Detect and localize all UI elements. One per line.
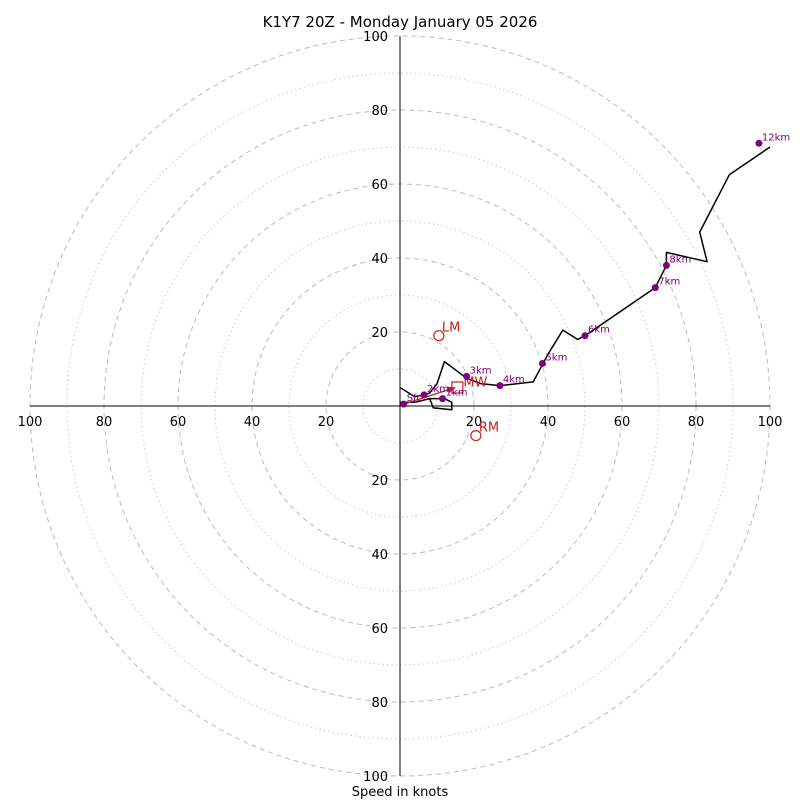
height-label-5km: 5km: [545, 352, 567, 363]
height-marker-2km: [420, 391, 428, 399]
tick-down-60: 60: [371, 622, 388, 637]
tick-down-20: 20: [371, 474, 388, 489]
tick-right-60: 60: [614, 415, 631, 430]
tick-labels: 100 80 60 40 20 20 40 60 80 100 20 40 60 80 100 20 40 60 8…: [18, 30, 783, 785]
low-level-wind-trace: [400, 397, 453, 411]
shear-vector: [403, 386, 456, 405]
shear-vector-arrowhead: [446, 386, 456, 394]
storm-motion-mw-label: MW: [463, 376, 487, 391]
height-marker-12km: [755, 139, 763, 147]
storm-motion-lm-marker: [433, 330, 445, 342]
height-marker-1km: [439, 395, 447, 403]
tick-left-60: 60: [170, 415, 187, 430]
tick-left-80: 80: [96, 415, 113, 430]
height-label-6km: 6km: [588, 325, 610, 336]
tick-right-20: 20: [466, 415, 483, 430]
storm-motion-rm-marker: [470, 430, 482, 442]
storm-motion-lm-label: LM: [442, 321, 460, 336]
x-axis-label: Speed in knots: [352, 785, 449, 800]
height-marker-7km: [651, 284, 659, 292]
height-label-4km: 4km: [503, 375, 525, 386]
tick-down-80: 80: [371, 696, 388, 711]
tick-up-20: 20: [371, 326, 388, 341]
chart-title: K1Y7 20Z - Monday January 05 2026: [263, 13, 538, 31]
height-marker-8km: [662, 261, 670, 269]
tick-right-80: 80: [688, 415, 705, 430]
wind-trace: [399, 146, 771, 411]
height-label-1km: 1km: [446, 388, 468, 399]
tick-up-100: 100: [363, 30, 388, 45]
height-marker-5km: [538, 359, 546, 367]
tick-up-40: 40: [371, 252, 388, 267]
tick-down-40: 40: [371, 548, 388, 563]
tick-right-100: 100: [758, 415, 783, 430]
height-label-3km: 3km: [470, 365, 492, 376]
storm-motion-rm-label: RM: [479, 421, 499, 436]
height-marker-sfc: [400, 400, 408, 408]
tick-left-40: 40: [244, 415, 261, 430]
tick-left-100: 100: [18, 415, 43, 430]
tick-down-100: 100: [363, 770, 388, 785]
tick-up-60: 60: [371, 178, 388, 193]
height-label-7km: 7km: [658, 277, 680, 288]
wind-trace-line: [399, 146, 771, 398]
axes: [30, 36, 770, 776]
height-marker-6km: [581, 332, 589, 340]
storm-motions: LM RM MW: [433, 321, 499, 442]
height-marker-4km: [496, 382, 504, 390]
height-marker-3km: [463, 372, 471, 380]
storm-motion-mw-marker: [451, 381, 464, 394]
height-label-12km: 12km: [762, 132, 790, 143]
tick-right-40: 40: [540, 415, 557, 430]
tick-up-80: 80: [371, 104, 388, 119]
height-label-sfc: Sfc: [407, 393, 422, 404]
height-label-8km: 8km: [669, 254, 691, 265]
height-label-2km: 2km: [427, 384, 449, 395]
tick-left-20: 20: [318, 415, 335, 430]
